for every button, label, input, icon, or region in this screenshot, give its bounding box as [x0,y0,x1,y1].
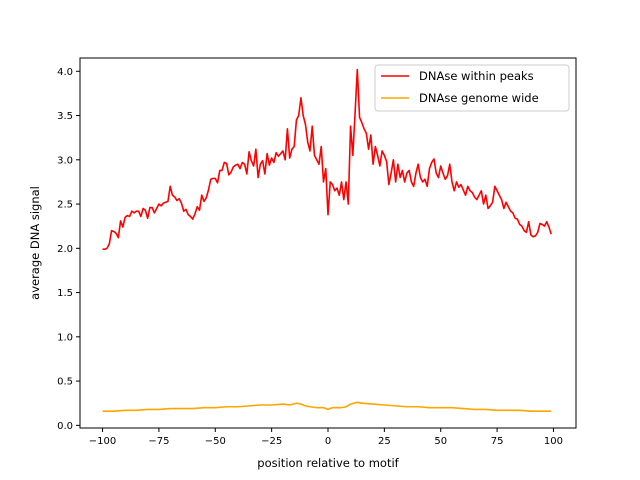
series-layer [102,68,552,412]
x-tick-label: −75 [148,436,169,447]
y-axis: 0.0 0.5 1.0 1.5 2.0 2.5 3.0 3.5 4.0 [57,67,80,432]
y-axis-label: average DNA signal [28,186,42,300]
legend: DNAse within peaks DNAse genome wide [374,64,570,112]
y-tick-label: 2.5 [57,200,73,211]
x-tick-label: 100 [544,436,563,447]
x-axis: −100 −75 −50 −25 0 25 50 75 100 [89,428,563,447]
y-tick-label: 4.0 [57,67,73,78]
legend-box [374,64,570,112]
x-tick-label: 25 [378,436,391,447]
y-tick-label: 3.5 [57,111,73,122]
y-tick-label: 3.0 [57,155,73,166]
x-tick-label: 75 [491,436,504,447]
x-tick-label: 50 [434,436,447,447]
legend-label-dnase-genome-wide: DNAse genome wide [419,91,539,105]
x-tick-label: 0 [325,436,331,447]
x-tick-label: −50 [205,436,226,447]
y-tick-label: 1.5 [57,288,73,299]
y-tick-label: 0.5 [57,377,73,388]
y-tick-label: 1.0 [57,332,73,343]
legend-label-dnase-within-peaks: DNAse within peaks [419,69,534,83]
series-line-1 [102,401,552,412]
series-line-0 [102,68,552,250]
x-tick-label: −25 [261,436,282,447]
y-tick-label: 0.0 [57,421,73,432]
y-tick-label: 2.0 [57,244,73,255]
x-axis-label: position relative to motif [257,456,399,470]
x-tick-label: −100 [89,436,116,447]
